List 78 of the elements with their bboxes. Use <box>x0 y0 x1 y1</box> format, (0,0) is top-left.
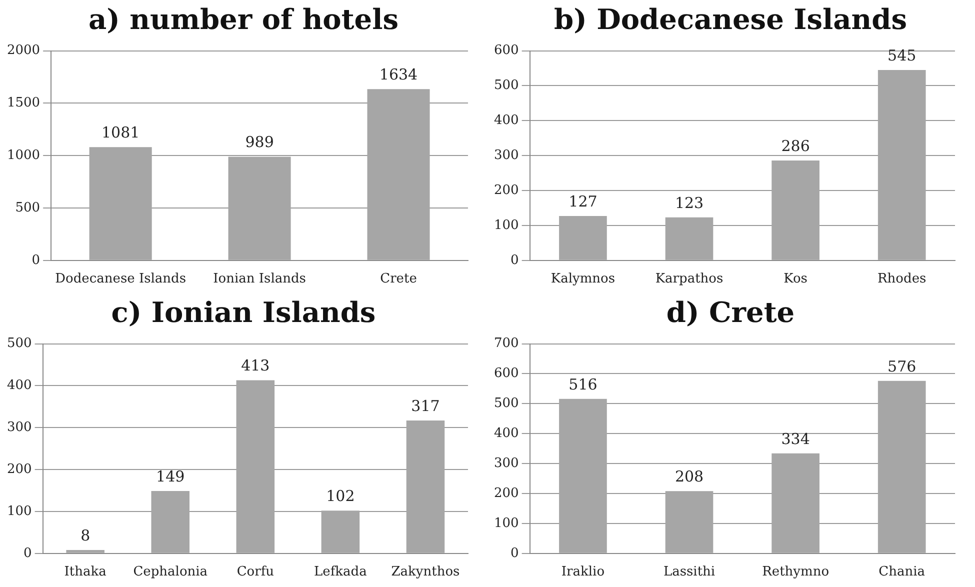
data-label: 8 <box>80 526 90 544</box>
data-label: 576 <box>888 357 916 376</box>
data-label: 208 <box>674 468 704 486</box>
x-tick-label: Dodecanese Islands <box>55 272 186 287</box>
bar <box>772 453 820 553</box>
x-tick-label: Lassithi <box>663 564 716 580</box>
y-tick-label: 300 <box>494 148 519 163</box>
y-tick-label: 400 <box>494 113 519 128</box>
data-label: 286 <box>781 136 810 155</box>
y-tick-label: 500 <box>494 396 519 412</box>
y-tick-label: 200 <box>6 462 32 477</box>
data-label: 334 <box>781 430 810 448</box>
data-label: 123 <box>674 194 704 212</box>
bar <box>367 89 430 260</box>
bar <box>406 420 445 553</box>
data-label: 149 <box>156 467 185 486</box>
y-tick-label: 200 <box>494 486 519 501</box>
x-tick-label: Kalymnos <box>550 272 616 287</box>
bar <box>878 380 926 553</box>
bar <box>236 380 275 553</box>
y-tick-label: 0 <box>510 546 519 561</box>
x-tick-label: Rethymno <box>762 564 830 580</box>
x-tick-label: Corfu <box>236 564 274 580</box>
data-label: 127 <box>568 192 598 210</box>
y-tick-label: 1500 <box>6 96 40 111</box>
x-tick-label: Iraklio <box>561 564 605 580</box>
y-tick-label: 0 <box>24 546 32 561</box>
y-tick-label: 500 <box>6 336 32 352</box>
y-tick-label: 600 <box>494 43 519 58</box>
x-tick-label: Cephalonia <box>133 564 208 580</box>
data-label: 545 <box>888 46 916 64</box>
bar <box>228 156 291 260</box>
x-tick-label: Crete <box>380 272 418 287</box>
chart-title: b) Dodecanese Islands <box>553 2 908 38</box>
chart-title: c) Ionian Islands <box>110 295 377 331</box>
x-tick-label: Karpathos <box>655 272 724 287</box>
bar <box>878 70 926 260</box>
x-tick-label: Ithaka <box>64 564 107 580</box>
x-tick-label: Rhodes <box>878 272 926 287</box>
chart-title: d) Crete <box>665 295 796 331</box>
y-tick-label: 300 <box>494 456 519 471</box>
y-tick-label: 2000 <box>6 43 40 58</box>
data-label: 516 <box>568 375 598 394</box>
y-tick-label: 100 <box>494 218 519 233</box>
bar <box>559 216 607 260</box>
data-label: 989 <box>245 133 274 152</box>
x-tick-label: Kos <box>784 272 808 287</box>
bar <box>559 398 607 553</box>
y-tick-label: 100 <box>494 516 519 531</box>
x-tick-label: Chania <box>878 564 926 580</box>
bar <box>321 510 360 553</box>
data-label: 1634 <box>379 66 418 84</box>
bar <box>66 550 104 553</box>
data-label: 317 <box>411 396 440 415</box>
x-tick-label: Ionian Islands <box>213 272 306 287</box>
y-tick-label: 100 <box>6 504 32 519</box>
chart-title: a) number of hotels <box>87 2 400 38</box>
y-tick-label: 400 <box>494 426 519 442</box>
bar <box>772 160 820 260</box>
data-label: 102 <box>326 487 355 506</box>
bar <box>151 490 190 553</box>
y-tick-label: 300 <box>6 420 32 436</box>
y-tick-label: 0 <box>510 252 519 268</box>
data-label: 413 <box>241 356 270 375</box>
x-tick-label: Zakynthos <box>391 564 460 580</box>
y-tick-label: 200 <box>494 182 519 198</box>
y-tick-label: 500 <box>15 200 40 216</box>
bar <box>89 147 152 260</box>
y-tick-label: 0 <box>32 252 40 268</box>
x-tick-label: Lefkada <box>314 564 368 580</box>
bar <box>665 491 714 553</box>
y-tick-label: 600 <box>494 366 519 382</box>
y-tick-label: 1000 <box>6 148 40 163</box>
y-tick-label: 400 <box>6 378 32 394</box>
y-tick-label: 500 <box>494 78 519 94</box>
data-label: 1081 <box>101 124 140 142</box>
bar <box>665 217 714 260</box>
y-tick-label: 700 <box>494 336 519 352</box>
